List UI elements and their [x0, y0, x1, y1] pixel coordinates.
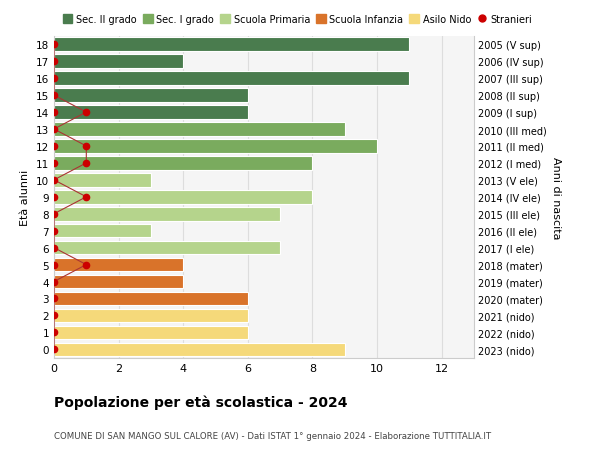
Bar [54, 258, 183, 272]
Legend: Sec. II grado, Sec. I grado, Scuola Primaria, Scuola Infanzia, Asilo Nido, Stran: Sec. II grado, Sec. I grado, Scuola Prim… [59, 11, 536, 28]
Bar [54, 275, 183, 289]
Bar [54, 343, 345, 356]
Y-axis label: Anni di nascita: Anni di nascita [551, 156, 561, 239]
Bar [54, 309, 248, 323]
Bar [54, 72, 409, 86]
Bar [54, 292, 248, 306]
Y-axis label: Età alunni: Età alunni [20, 169, 31, 225]
Text: Popolazione per età scolastica - 2024: Popolazione per età scolastica - 2024 [54, 395, 347, 409]
Bar [54, 241, 280, 255]
Bar [54, 106, 248, 120]
Bar [54, 190, 313, 204]
Bar [54, 140, 377, 153]
Bar [54, 39, 409, 52]
Bar [54, 224, 151, 238]
Bar [54, 123, 345, 136]
Bar [54, 174, 151, 187]
Text: COMUNE DI SAN MANGO SUL CALORE (AV) - Dati ISTAT 1° gennaio 2024 - Elaborazione : COMUNE DI SAN MANGO SUL CALORE (AV) - Da… [54, 431, 491, 441]
Bar [54, 89, 248, 103]
Bar [54, 207, 280, 221]
Bar [54, 56, 183, 69]
Bar [54, 326, 248, 339]
Bar [54, 157, 313, 170]
